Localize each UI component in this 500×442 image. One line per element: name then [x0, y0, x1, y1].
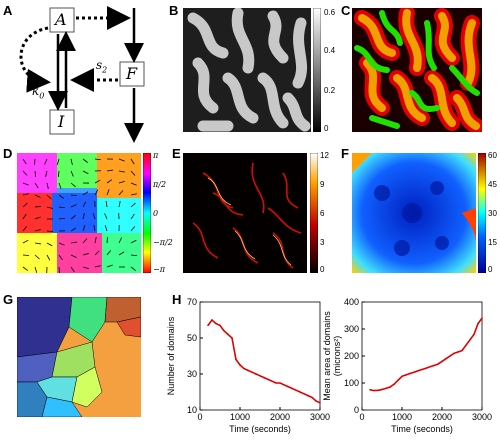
panel-label-h: H: [172, 292, 182, 307]
node-f-label: F: [126, 64, 138, 83]
panel-b-tick-2: 0.2: [324, 86, 336, 95]
panel-label-g: G: [3, 292, 14, 307]
panel-label-d: D: [3, 146, 13, 161]
panel-label-c: C: [341, 3, 351, 18]
y-tick-label: 50: [187, 333, 197, 343]
x-tick-label: 1000: [392, 412, 412, 422]
y-tick-label: 0: [354, 405, 359, 415]
series-line: [369, 317, 483, 392]
x-tick-label: 1000: [230, 412, 250, 422]
panel-f-tick-4: 0: [488, 265, 493, 274]
panel-d-phase-map: [17, 153, 141, 273]
x-tick-label: 3000: [310, 412, 330, 422]
panel-f-tick-2: 30: [488, 209, 497, 218]
panel-f-distance-map: [352, 153, 476, 273]
panel-d-tick-2: 0: [153, 209, 159, 218]
node-i-label: I: [58, 112, 65, 131]
panel-label-e: E: [172, 146, 181, 161]
panel-e-curvature-map: [183, 153, 307, 273]
plot-area-1: 0 1000 2000 3000 0 100 200 300 400 Time (seconds)…: [322, 297, 492, 434]
y-tick-label: 300: [344, 324, 359, 334]
panel-f-tick-0: 60: [488, 151, 497, 160]
y-tick-label: 10: [187, 405, 197, 415]
y-tick-label: 200: [344, 351, 359, 361]
panel-e-tick-0: 12: [320, 151, 329, 160]
x-axis-label: Time (seconds): [391, 424, 453, 434]
panel-e-tick-1: 9: [320, 180, 325, 189]
rate-k0-label: k0: [32, 84, 45, 101]
panel-label-f: F: [341, 146, 349, 161]
panel-b-tick-3: 0: [324, 124, 329, 133]
panel-b-colorbar: [313, 8, 321, 132]
y-tick-label: 30: [187, 369, 197, 379]
panel-a-network-diagram: [19, 6, 145, 143]
y-tick-label: 70: [187, 297, 197, 307]
panel-d-vector-field: [22, 158, 138, 273]
panel-c-activator-pattern: [352, 8, 482, 132]
node-a-label: A: [55, 10, 67, 29]
rate-s2-label: s2: [96, 58, 108, 75]
axes-box: [199, 301, 321, 411]
panel-e-tick-4: 0: [320, 265, 325, 274]
x-tick-label: 2000: [432, 412, 452, 422]
x-tick-label: 0: [359, 412, 364, 422]
panel-d-tick-4: −π: [153, 265, 165, 274]
panel-f-colorbar: [478, 153, 486, 273]
panel-b-tick-0: 0.6: [324, 8, 336, 17]
axes-box: [361, 301, 483, 411]
panel-d-tick-0: π: [153, 151, 159, 160]
y-axis-label: Number of domains: [166, 316, 176, 395]
chart-number-of-domains: 0 1000 2000 3000 10 30 50 70 Time (seconds) Numbe…: [166, 297, 330, 434]
panel-e-tick-2: 6: [320, 209, 325, 218]
panel-g-domain-map: [17, 297, 141, 417]
arrow-a-self-loop: [19, 26, 51, 93]
chart-mean-area-of-domains: 0 1000 2000 3000 0 100 200 300 400 Time (seconds)…: [322, 297, 492, 434]
panel-d-tick-1: π/2: [153, 180, 167, 189]
series-line: [207, 318, 321, 404]
y-tick-label: 400: [344, 297, 359, 307]
panel-e-tick-3: 3: [320, 238, 325, 247]
panel-f-tick-3: 15: [488, 238, 497, 247]
y-axis-label-2: (microns²): [332, 336, 342, 377]
panel-label-b: B: [169, 3, 179, 18]
panel-d-colorbar: [143, 153, 151, 273]
panel-f-tick-1: 45: [488, 180, 497, 189]
x-tick-label: 0: [197, 412, 202, 422]
panel-b-tick-1: 0.4: [324, 46, 336, 55]
plot-area-0: 0 1000 2000 3000 10 30 50 70 Time (seconds) Numbe…: [166, 297, 330, 434]
panel-b-grayscale-pattern: [183, 8, 311, 132]
x-tick-label: 2000: [270, 412, 290, 422]
panel-d-tick-3: −π/2: [153, 238, 173, 247]
panel-label-a: A: [3, 3, 13, 18]
panel-e-colorbar: [310, 153, 318, 273]
y-tick-label: 100: [344, 378, 359, 388]
x-axis-label: Time (seconds): [229, 424, 291, 434]
x-tick-label: 3000: [472, 412, 492, 422]
y-axis-label: Mean area of domains: [322, 311, 332, 401]
